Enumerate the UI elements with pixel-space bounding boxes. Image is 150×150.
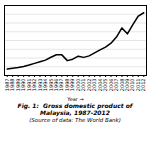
svg-text:2005: 2005 (102, 78, 109, 92)
svg-text:2012: 2012 (140, 79, 146, 92)
svg-text:2001: 2001 (80, 78, 87, 92)
svg-text:2004: 2004 (96, 78, 103, 92)
svg-text:2000: 2000 (74, 78, 81, 92)
svg-text:2003: 2003 (91, 78, 98, 92)
svg-text:2006: 2006 (107, 78, 114, 92)
svg-text:2007: 2007 (113, 78, 120, 92)
svg-text:1995: 1995 (47, 78, 54, 92)
svg-text:1993: 1993 (36, 78, 43, 92)
svg-text:1996: 1996 (53, 78, 59, 92)
svg-text:Year →: Year → (66, 96, 83, 102)
svg-text:1988: 1988 (9, 78, 16, 92)
svg-text:1999: 1999 (69, 78, 76, 92)
svg-text:1994: 1994 (42, 78, 49, 92)
svg-text:1989: 1989 (14, 78, 21, 92)
svg-text:1998: 1998 (63, 78, 70, 92)
svg-text:1992: 1992 (31, 78, 38, 92)
svg-text:2011: 2011 (134, 78, 141, 92)
svg-text:2008: 2008 (118, 78, 125, 92)
html-text:Fig. 1: Gross domestic product: Fig. 1: Gross domestic product of Malays… (17, 102, 135, 117)
svg-text:1997: 1997 (58, 78, 65, 92)
svg-text:2002: 2002 (85, 78, 92, 92)
svg-text:2009: 2009 (124, 78, 130, 92)
svg-text:2010: 2010 (129, 78, 136, 92)
svg-text:1991: 1991 (25, 78, 32, 92)
svg-text:1987: 1987 (3, 78, 10, 92)
svg-text:1990: 1990 (20, 78, 27, 92)
html-text:(Source of data: The World Ban: (Source of data: The World Bank) (29, 117, 121, 124)
